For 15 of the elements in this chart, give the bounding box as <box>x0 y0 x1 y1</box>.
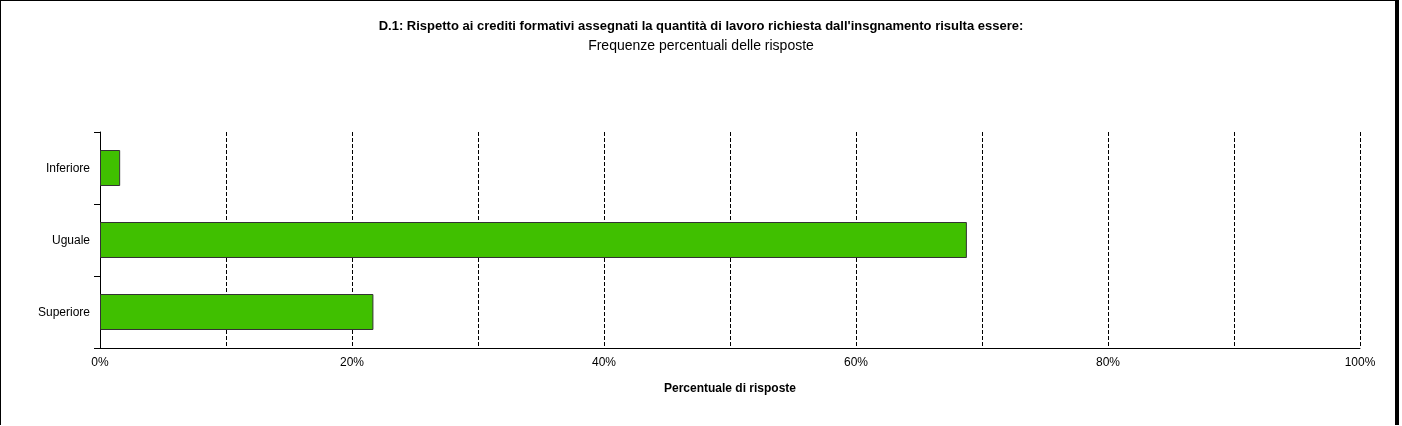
x-tick-label: 20% <box>339 355 365 369</box>
bar <box>100 294 374 330</box>
x-tick-label: 60% <box>843 355 869 369</box>
chart-subtitle: Frequenze percentuali delle risposte <box>588 37 815 53</box>
x-tick-label: 80% <box>1095 355 1121 369</box>
y-tick-label: Uguale <box>51 233 91 247</box>
x-axis-title: Percentuale di risposte <box>663 381 797 395</box>
y-tick-label: Inferiore <box>45 161 91 175</box>
x-tick-label: 100% <box>1344 355 1376 369</box>
bar <box>100 222 967 258</box>
y-tick-label: Superiore <box>37 305 91 319</box>
x-tick-label: 40% <box>591 355 617 369</box>
x-tick-label: 0% <box>91 355 109 369</box>
chart-title: D.1: Rispetto ai crediti formativi assegnati la quantità di lavoro richiesta dall'insgnamento risulta essere: <box>378 18 1024 33</box>
bar <box>100 150 121 186</box>
